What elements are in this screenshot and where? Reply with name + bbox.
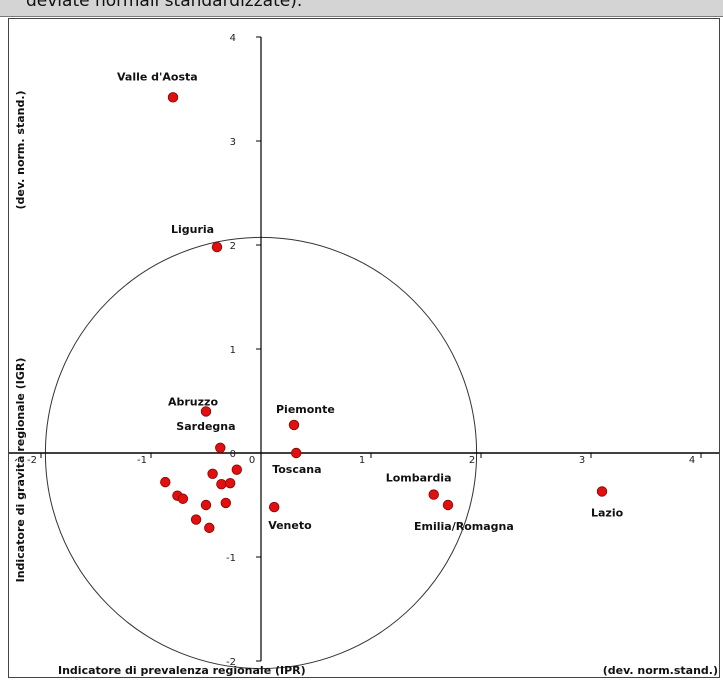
data-point bbox=[291, 447, 302, 459]
data-point bbox=[220, 497, 232, 509]
y-tick-label: 4 bbox=[230, 33, 236, 44]
y-axis-label: Indicatore di gravità regionale (IGR) bbox=[14, 358, 27, 583]
x-tick-label: 4 bbox=[689, 455, 695, 466]
x-tick-label: 3 bbox=[579, 455, 585, 466]
point-label: Valle d'Aosta bbox=[117, 70, 198, 83]
point-label: Emilia/Romagna bbox=[414, 520, 514, 533]
y-tick-label: 0 bbox=[230, 449, 236, 460]
x-axis-unit: (dev. norm.stand.) bbox=[603, 664, 718, 677]
data-point bbox=[224, 477, 236, 489]
y-axis-unit: (dev. norm. stand.) bbox=[14, 90, 27, 209]
y-tick-label: 3 bbox=[230, 137, 236, 148]
point-label: Liguria bbox=[171, 223, 214, 236]
data-point bbox=[190, 514, 202, 525]
y-tick-label: -2 bbox=[226, 657, 236, 668]
x-tick-label: 1 bbox=[359, 455, 365, 466]
data-point bbox=[288, 419, 300, 431]
point-label: Lazio bbox=[591, 506, 624, 519]
y-tick-label: 1 bbox=[230, 345, 236, 356]
data-point bbox=[200, 406, 212, 417]
point-label: Toscana bbox=[272, 463, 321, 476]
chart-frame bbox=[8, 18, 720, 678]
point-label: Piemonte bbox=[276, 403, 335, 416]
data-point bbox=[167, 92, 179, 103]
x-axis-label: Indicatore di prevalenza regionale (IPR) bbox=[58, 664, 306, 677]
data-point bbox=[442, 499, 454, 511]
data-point bbox=[428, 489, 439, 500]
x-tick-label: -2 bbox=[27, 455, 37, 466]
data-point bbox=[211, 241, 223, 253]
caption-header: deviate normali standardizzate). bbox=[0, 0, 723, 17]
y-tick-label: -1 bbox=[226, 553, 236, 564]
point-label: Sardegna bbox=[176, 420, 235, 433]
y-tick-label: 2 bbox=[230, 241, 236, 252]
data-point bbox=[596, 486, 608, 497]
caption-text: deviate normali standardizzate). bbox=[26, 0, 303, 11]
point-label: Lombardia bbox=[386, 472, 452, 485]
data-point bbox=[177, 493, 189, 504]
x-tick-label: 0 bbox=[249, 455, 255, 466]
data-point bbox=[231, 464, 243, 475]
data-point bbox=[215, 442, 226, 454]
point-label: Abruzzo bbox=[168, 395, 218, 408]
x-tick-label: 2 bbox=[469, 455, 475, 466]
data-point bbox=[269, 501, 280, 513]
data-point bbox=[207, 468, 218, 480]
data-point bbox=[204, 522, 215, 534]
data-point bbox=[160, 476, 171, 488]
point-label: Veneto bbox=[268, 519, 312, 532]
data-point bbox=[200, 499, 212, 511]
data-point bbox=[216, 479, 227, 490]
x-tick-label: -1 bbox=[137, 455, 147, 466]
